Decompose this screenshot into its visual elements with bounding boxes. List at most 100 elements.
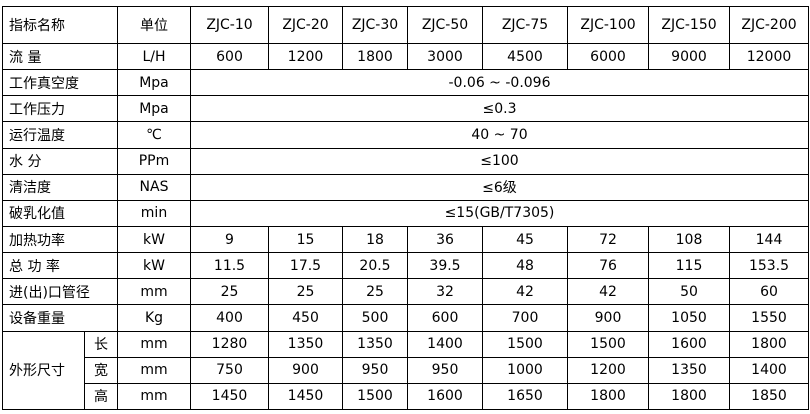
value-cell: 36 [407,225,483,254]
table-row: 外形尺寸长 mm 1280 1350 1350 1400 1500 1500 1600 1800 [2,330,809,411]
value-cell: 25 [190,278,269,306]
value-cell: 900 [567,304,649,332]
value-cell: 1450 [268,382,343,411]
value-cell: 4500 [482,42,568,71]
header-cell: ZJC-50 [407,6,483,44]
table-row: 破乳化值 min ≤15(GB/T7305) [2,199,809,227]
value-cell: 1650 [482,382,568,411]
table-row: 水 分 PPm ≤100 [2,147,809,175]
value-cell: 25 [268,278,343,306]
header-cell: 单位 [117,6,191,44]
value-cell: 48 [482,252,568,280]
value-cell: 18 [342,225,408,254]
unit-cell: NAS [117,173,191,201]
row-label: 进(出)口管径 [2,278,118,306]
row-label: 高 [84,382,118,411]
header-cell: ZJC-75 [482,6,568,44]
value-cell: 60 [729,278,809,306]
group-label: 外形尺寸 [2,330,85,411]
value-cell: 12000 [729,42,809,71]
value-cell: 1500 [342,382,408,411]
table-row: 宽 mm 750 900 950 950 1000 1200 1350 1400 [3,356,809,384]
header-cell: ZJC-30 [342,6,408,44]
value-cell: 1800 [729,330,809,358]
value-cell: -0.06 ~ -0.096 [190,69,809,97]
value-cell: 32 [407,278,483,306]
value-cell: 1600 [648,330,730,358]
value-cell: 600 [407,304,483,332]
value-cell: 9000 [648,42,730,71]
row-label: 工作真空度 [2,69,118,97]
header-cell: ZJC-20 [268,6,343,44]
unit-cell: L/H [117,42,191,71]
table-row: 指标名称 单位 ZJC-10 ZJC-20 ZJC-30 ZJC-50 ZJC-75 ZJC-… [2,6,809,44]
row-label: 长 [84,330,118,358]
unit-cell: mm [117,278,191,306]
table-row: 进(出)口管径 mm 25 25 25 32 42 42 50 60 [2,278,809,306]
row-label: 宽 [84,356,118,384]
value-cell: 1850 [729,382,809,411]
value-cell: 1800 [342,42,408,71]
value-cell: 1400 [407,330,483,358]
unit-cell: mm [117,330,191,358]
unit-cell: mm [117,382,191,411]
value-cell: 72 [567,225,649,254]
row-label: 加热功率 [2,225,118,254]
row-label: 破乳化值 [2,199,118,227]
value-cell: 6000 [567,42,649,71]
unit-cell: Mpa [117,69,191,97]
value-cell: 1000 [482,356,568,384]
table-row: 高 mm 1450 1450 1500 1600 1650 1800 1800 1850 [3,382,809,411]
table-row: 运行温度 ℃ 40 ~ 70 [2,121,809,149]
value-cell: 1200 [567,356,649,384]
unit-cell: ℃ [117,121,191,149]
spec-table: 指标名称 单位 ZJC-10 ZJC-20 ZJC-30 ZJC-50 ZJC-75 ZJC-… [2,6,809,411]
value-cell: 76 [567,252,649,280]
row-label: 总 功 率 [2,252,118,280]
unit-cell: Kg [117,304,191,332]
value-cell: 115 [648,252,730,280]
header-cell: 指标名称 [2,6,118,44]
value-cell: 700 [482,304,568,332]
value-cell: 11.5 [190,252,269,280]
value-cell: ≤6级 [190,173,809,201]
value-cell: 153.5 [729,252,809,280]
unit-cell: kW [117,225,191,254]
value-cell: 950 [342,356,408,384]
value-cell: 900 [268,356,343,384]
value-cell: 750 [190,356,269,384]
unit-cell: kW [117,252,191,280]
row-label: 工作压力 [2,95,118,123]
value-cell: 1500 [482,330,568,358]
header-cell: ZJC-10 [190,6,269,44]
value-cell: 1280 [190,330,269,358]
table-row: 工作真空度 Mpa -0.06 ~ -0.096 [2,69,809,97]
value-cell: 500 [342,304,408,332]
value-cell: 1350 [268,330,343,358]
value-cell: 1500 [567,330,649,358]
value-cell: 1600 [407,382,483,411]
row-label: 流 量 [2,42,118,71]
unit-cell: mm [117,356,191,384]
table-row: 总 功 率 kW 11.5 17.5 20.5 39.5 48 76 115 153.5 [2,252,809,280]
value-cell: 600 [190,42,269,71]
value-cell: 1050 [648,304,730,332]
unit-cell: Mpa [117,95,191,123]
value-cell: 400 [190,304,269,332]
value-cell: 1400 [729,356,809,384]
row-label: 运行温度 [2,121,118,149]
row-label: 水 分 [2,147,118,175]
value-cell: 15 [268,225,343,254]
value-cell: 450 [268,304,343,332]
value-cell: 40 ~ 70 [190,121,809,149]
table-row: 清洁度 NAS ≤6级 [2,173,809,201]
value-cell: 39.5 [407,252,483,280]
value-cell: 1800 [648,382,730,411]
header-cell: ZJC-200 [729,6,809,44]
value-cell: 3000 [407,42,483,71]
row-label: 设备重量 [2,304,118,332]
value-cell: 1350 [648,356,730,384]
header-cell: ZJC-100 [567,6,649,44]
value-cell: 108 [648,225,730,254]
